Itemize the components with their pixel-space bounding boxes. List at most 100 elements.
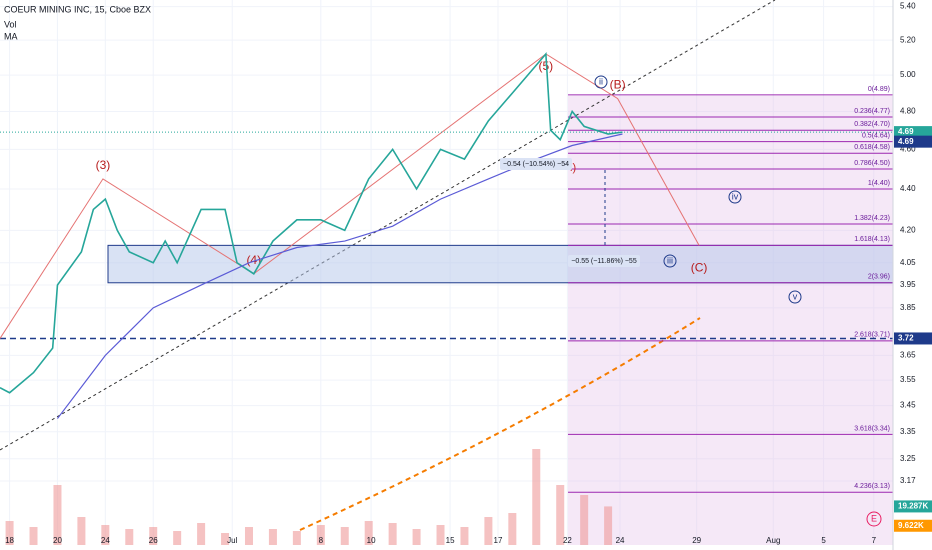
wave-label: iv	[732, 191, 739, 201]
wave-label: v	[793, 291, 798, 301]
y-tick-label: 5.00	[900, 70, 916, 79]
y-tick-label: 3.45	[900, 401, 916, 410]
volume-bar	[436, 525, 445, 545]
price-badge-label: 4.69	[898, 127, 914, 136]
fib-label: 0.786(4.50)	[854, 160, 890, 167]
price-badge	[894, 500, 932, 513]
volume-bar	[29, 527, 38, 545]
volume-bar	[556, 485, 565, 545]
fib-label: 0.618(4.58)	[854, 144, 890, 151]
projection-zone	[568, 96, 893, 545]
volume-bar	[388, 523, 397, 545]
wave-label: (B)	[610, 78, 626, 92]
volume-bar	[149, 527, 158, 545]
volume-bar	[268, 529, 277, 545]
wave-label: (C)	[691, 261, 708, 275]
y-tick-label: 3.25	[900, 454, 916, 463]
y-tick-label: 3.17	[900, 476, 916, 485]
measure-label: −0.55 (−11.86%) −55	[571, 258, 637, 265]
x-tick-label: 29	[692, 536, 701, 545]
x-tick-label: Aug	[766, 536, 780, 545]
volume-bar	[5, 521, 14, 545]
wave-label: iii	[667, 255, 673, 265]
wave-label: i)	[570, 162, 576, 174]
volume-bar	[532, 449, 541, 545]
y-tick-label: 4.80	[900, 107, 916, 116]
fib-label: 4.236(3.13)	[854, 483, 890, 490]
x-tick-label: 15	[446, 536, 455, 545]
y-tick-label: 4.05	[900, 258, 916, 267]
volume-bar	[604, 506, 613, 545]
price-badge-label: 9.622K	[898, 521, 924, 530]
volume-bar	[484, 517, 493, 545]
wave-circle	[788, 290, 802, 304]
volume-bar	[508, 513, 517, 545]
volume-bar	[101, 525, 110, 545]
volume-bar	[244, 527, 253, 545]
wave-circle	[594, 75, 608, 89]
indicator-label: MA	[4, 31, 18, 41]
volume-bar	[197, 523, 206, 545]
wave-label: (3)	[96, 158, 111, 172]
y-tick-label: 5.20	[900, 35, 916, 44]
wave-circle	[663, 254, 677, 268]
x-tick-label: 18	[5, 536, 14, 545]
price-badge-label: 4.69	[898, 137, 914, 146]
volume-bar	[580, 495, 589, 545]
x-tick-label: 24	[101, 536, 110, 545]
wave-label: ii	[599, 76, 603, 86]
fib-label: 0.236(4.77)	[854, 108, 890, 115]
event-marker	[866, 511, 882, 527]
x-tick-label: 10	[367, 536, 376, 545]
volume-bar	[292, 531, 301, 545]
fib-label: 2.618(3.71)	[854, 332, 890, 339]
x-tick-label: 7	[872, 536, 877, 545]
event-label: E	[871, 513, 877, 523]
fib-label: 0(4.89)	[868, 86, 890, 93]
fib-label: 1(4.40)	[868, 180, 890, 187]
x-tick-label: 26	[149, 536, 158, 545]
volume-bar	[53, 485, 62, 545]
fib-label: 1.382(4.23)	[854, 215, 890, 222]
y-tick-label: 5.40	[900, 2, 916, 11]
x-tick-label: 20	[53, 536, 62, 545]
fib-label: 3.618(3.34)	[854, 425, 890, 432]
y-tick-label: 3.55	[900, 375, 916, 384]
wave-label: (4)	[246, 253, 261, 267]
volume-bar	[340, 527, 349, 545]
projection-curve	[299, 317, 701, 531]
price-badge	[894, 126, 932, 139]
volume-bar	[460, 527, 469, 545]
price-badge	[894, 135, 932, 148]
volume-bar	[364, 521, 373, 545]
x-tick-label: 17	[494, 536, 503, 545]
y-tick-label: 3.95	[900, 280, 916, 289]
y-tick-label: 4.20	[900, 225, 916, 234]
wave-circle	[728, 190, 742, 204]
price-badge-label: 19.287K	[898, 502, 928, 511]
y-tick-label: 3.35	[900, 427, 916, 436]
measure-box	[500, 158, 572, 170]
volume-bar	[125, 529, 134, 545]
trendline	[0, 0, 776, 451]
chart-title: COEUR MINING INC, 15, Cboe BZX	[4, 4, 151, 14]
fib-label: 1.618(4.13)	[854, 236, 890, 243]
x-tick-label: 5	[821, 536, 826, 545]
x-tick-label: Jul	[227, 536, 237, 545]
series-line	[0, 51, 623, 394]
volume-bar	[173, 531, 182, 545]
volume-bar	[221, 533, 230, 545]
volume-bar	[77, 517, 86, 545]
x-tick-label: 22	[563, 536, 572, 545]
x-tick-label: 8	[319, 536, 324, 545]
y-tick-label: 4.60	[900, 144, 916, 153]
x-tick-label: 24	[616, 536, 625, 545]
fib-label: 2(3.96)	[868, 274, 890, 281]
measure-label: −0.54 (−10.54%) −54	[503, 161, 569, 168]
price-badge-label: 3.72	[898, 334, 914, 343]
fib-zone	[107, 244, 894, 284]
fib-label: 0.382(4.70)	[854, 121, 890, 128]
y-tick-label: 3.85	[900, 303, 916, 312]
price-badge	[894, 519, 932, 532]
